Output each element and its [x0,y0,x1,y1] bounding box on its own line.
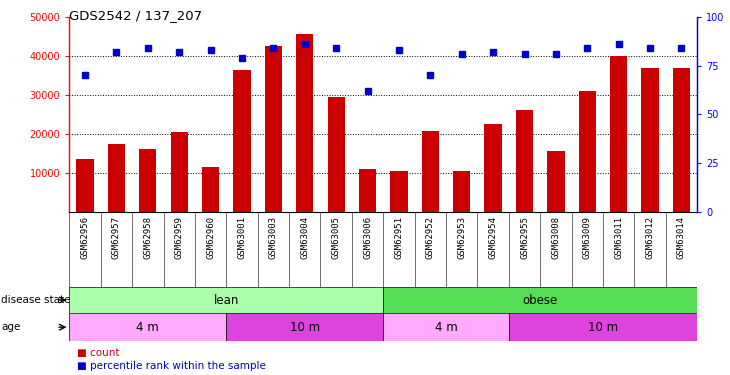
Bar [642,68,658,212]
Text: GSM63005: GSM63005 [331,216,341,259]
Bar [383,313,509,341]
Text: GSM62953: GSM62953 [457,216,466,259]
Text: 10 m: 10 m [290,321,320,334]
Text: GSM63014: GSM63014 [677,216,686,259]
Text: 10 m: 10 m [588,321,618,334]
Text: GSM63004: GSM63004 [300,216,310,259]
Text: GSM62958: GSM62958 [143,216,153,259]
Text: lean: lean [214,294,239,306]
Bar [328,97,345,212]
Text: GSM62952: GSM62952 [426,216,435,259]
Bar [69,287,383,313]
Bar [383,287,697,313]
Bar [453,171,470,212]
Text: GSM63006: GSM63006 [363,216,372,259]
Text: GSM63011: GSM63011 [614,216,623,259]
Text: GSM63009: GSM63009 [583,216,592,259]
Bar [265,46,282,212]
Bar [610,56,627,212]
Bar [108,144,125,212]
Text: GSM63012: GSM63012 [645,216,655,259]
Bar [69,313,226,341]
Text: ■ percentile rank within the sample: ■ percentile rank within the sample [77,361,266,370]
Bar [516,111,533,212]
Bar [391,171,407,212]
Bar [139,150,156,212]
Bar [548,152,564,212]
Text: GDS2542 / 137_207: GDS2542 / 137_207 [69,9,202,22]
Text: GSM63008: GSM63008 [551,216,561,259]
Bar [171,132,188,212]
Text: GSM62951: GSM62951 [394,216,404,259]
Text: ■ count: ■ count [77,348,119,358]
Bar [359,169,376,212]
Bar [485,124,502,212]
Bar [226,313,383,341]
Text: 4 m: 4 m [434,321,458,334]
Text: GSM62954: GSM62954 [488,216,498,259]
Text: obese: obese [523,294,558,306]
Text: GSM63001: GSM63001 [237,216,247,259]
Text: GSM62957: GSM62957 [112,216,121,259]
Bar [77,159,93,212]
Bar [202,167,219,212]
Bar [296,34,313,212]
Bar [422,131,439,212]
Text: 4 m: 4 m [137,321,159,334]
Text: GSM63003: GSM63003 [269,216,278,259]
Text: GSM62960: GSM62960 [206,216,215,259]
Text: GSM62955: GSM62955 [520,216,529,259]
Bar [234,69,250,212]
Bar [509,313,697,341]
Bar [673,68,690,212]
Text: GSM62959: GSM62959 [174,216,184,259]
Bar [579,91,596,212]
Text: GSM62956: GSM62956 [80,216,90,259]
Text: age: age [1,322,21,332]
Text: disease state: disease state [1,295,71,305]
